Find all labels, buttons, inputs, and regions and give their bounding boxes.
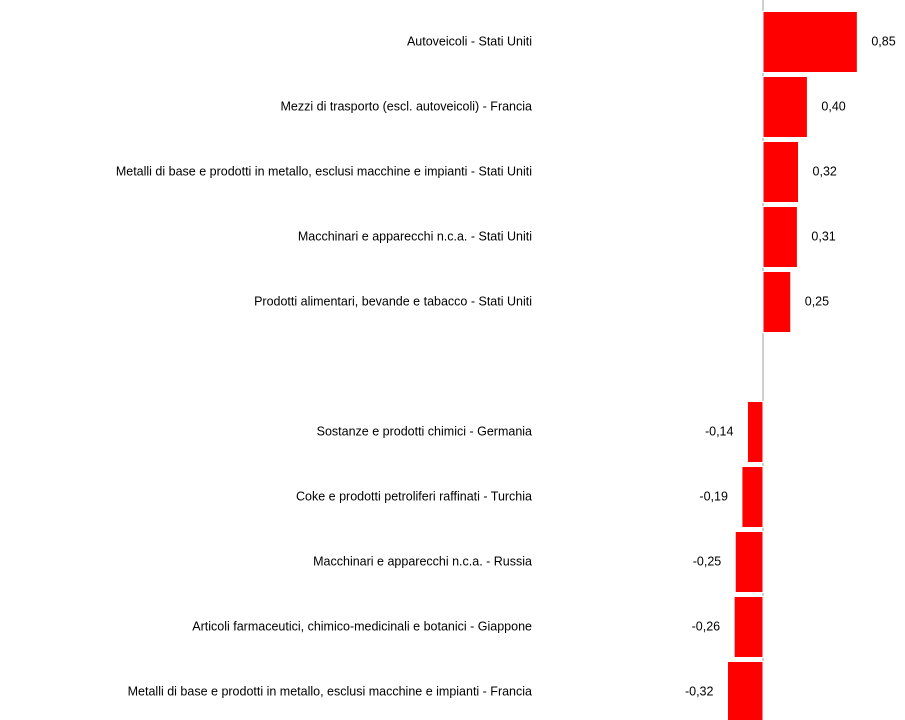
category-label: Prodotti alimentari, bevande e tabacco -… [254, 294, 532, 308]
bar [733, 596, 764, 658]
category-label: Metalli di base e prodotti in metallo, e… [116, 164, 532, 178]
data-label: 0,32 [813, 164, 837, 178]
data-label: 0,31 [811, 229, 835, 243]
category-label: Mezzi di trasporto (escl. autoveicoli) -… [281, 99, 533, 113]
category-label: Sostanze e prodotti chimici - Germania [317, 424, 532, 438]
data-label: -0,26 [692, 619, 721, 633]
data-label: 0,40 [821, 99, 845, 113]
category-label: Macchinari e apparecchi n.c.a. - Stati U… [298, 229, 532, 243]
bar [746, 401, 764, 463]
category-label: Autoveicoli - Stati Uniti [407, 34, 532, 48]
bar [762, 271, 792, 333]
data-label: 0,85 [871, 34, 895, 48]
bar [726, 661, 764, 720]
data-label: -0,14 [705, 424, 734, 438]
bar [762, 141, 800, 203]
category-label: Articoli farmaceutici, chimico-medicinal… [192, 619, 532, 633]
bar [741, 466, 764, 528]
data-label: 0,25 [805, 294, 829, 308]
category-label: Coke e prodotti petroliferi raffinati - … [296, 489, 532, 503]
data-label: -0,32 [685, 684, 714, 698]
bar [734, 531, 764, 593]
bar [762, 206, 798, 268]
data-label: -0,19 [699, 489, 728, 503]
data-label: -0,25 [693, 554, 722, 568]
category-label: Macchinari e apparecchi n.c.a. - Russia [313, 554, 532, 568]
bar [762, 11, 858, 73]
category-label: Metalli di base e prodotti in metallo, e… [128, 684, 532, 698]
bar [762, 76, 808, 138]
